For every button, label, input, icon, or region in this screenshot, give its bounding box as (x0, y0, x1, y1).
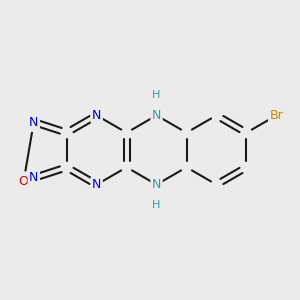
Text: O: O (19, 175, 28, 188)
Text: H: H (152, 200, 161, 210)
Text: N: N (152, 109, 161, 122)
Text: H: H (152, 90, 161, 100)
Text: N: N (92, 178, 101, 191)
Text: N: N (152, 178, 161, 191)
Text: N: N (29, 172, 38, 184)
Text: N: N (92, 109, 101, 122)
Text: Br: Br (269, 109, 283, 122)
Text: N: N (29, 116, 38, 128)
